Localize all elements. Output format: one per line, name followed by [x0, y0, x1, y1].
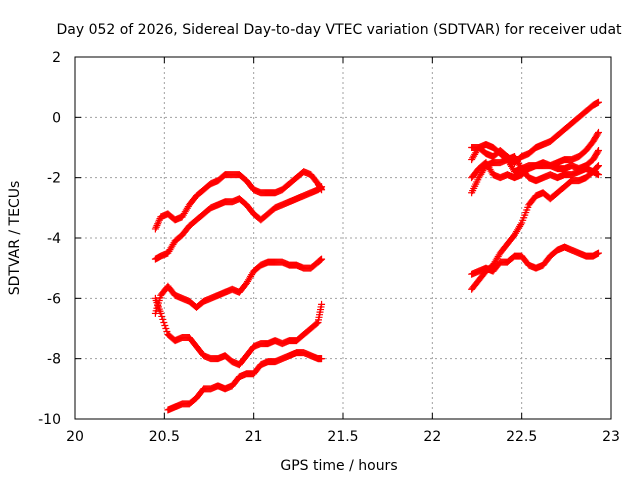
series-sat-a [151, 168, 326, 233]
data-point [152, 223, 160, 231]
x-tick-label: 21 [245, 429, 263, 445]
data-point [157, 309, 165, 317]
x-tick-label: 23 [602, 429, 620, 445]
series-sat-i [468, 153, 602, 197]
data-point [154, 220, 162, 228]
grid [75, 57, 611, 419]
series-sat-h [468, 147, 602, 182]
series-sat-e [164, 349, 326, 414]
series-sat-d [151, 294, 326, 369]
y-tick-label: -2 [47, 171, 61, 187]
data-point [318, 355, 326, 363]
data-point [593, 163, 601, 171]
data-point [161, 321, 169, 329]
y-tick-label: -8 [47, 352, 61, 368]
data-point [162, 325, 170, 332]
data-point [594, 171, 602, 179]
data-point [318, 300, 326, 308]
axis-ticks [74, 56, 612, 420]
data-point [313, 319, 321, 327]
data-point [594, 249, 602, 257]
data-point [160, 318, 168, 326]
data-point [159, 315, 167, 323]
series-sat-c [151, 255, 326, 317]
data-points [151, 98, 602, 414]
x-axis-label: GPS time / hours [280, 458, 397, 474]
data-point [155, 216, 163, 224]
x-tick-label: 21.5 [327, 429, 358, 445]
x-tick-label: 20 [66, 429, 84, 445]
data-point [594, 147, 602, 155]
y-axis-label: SDTVAR / TECUs [7, 181, 23, 296]
series-sat-k [468, 243, 602, 278]
data-point [163, 328, 171, 336]
data-point [318, 255, 326, 263]
series-sat-b [151, 183, 326, 263]
y-tick-label: -6 [47, 291, 61, 307]
series-sat-j [468, 162, 602, 293]
data-point [154, 218, 162, 226]
data-point [594, 162, 602, 170]
chart-title: Day 052 of 2026, Sidereal Day-to-day VTE… [56, 22, 622, 38]
data-point [517, 221, 525, 229]
y-tick-label: -4 [47, 231, 61, 247]
data-point [594, 128, 602, 136]
data-point [594, 162, 602, 170]
data-point [151, 225, 159, 233]
y-tick-label: -10 [38, 412, 61, 428]
x-tick-label: 22.5 [506, 429, 537, 445]
y-tick-labels: 2 0 -2 -4 -6 -8 -10 [38, 50, 61, 428]
x-tick-labels: 20 20.5 21 21.5 22 22.5 23 [66, 429, 620, 445]
data-point [594, 98, 602, 106]
x-tick-label: 20.5 [149, 429, 180, 445]
y-tick-label: 2 [52, 50, 61, 66]
data-point [153, 222, 161, 230]
data-point [594, 148, 602, 156]
data-point [158, 312, 166, 320]
data-point [318, 183, 326, 191]
plot-frame [74, 56, 612, 420]
x-tick-label: 22 [423, 429, 441, 445]
data-point [594, 130, 602, 138]
y-tick-label: 0 [52, 110, 61, 126]
